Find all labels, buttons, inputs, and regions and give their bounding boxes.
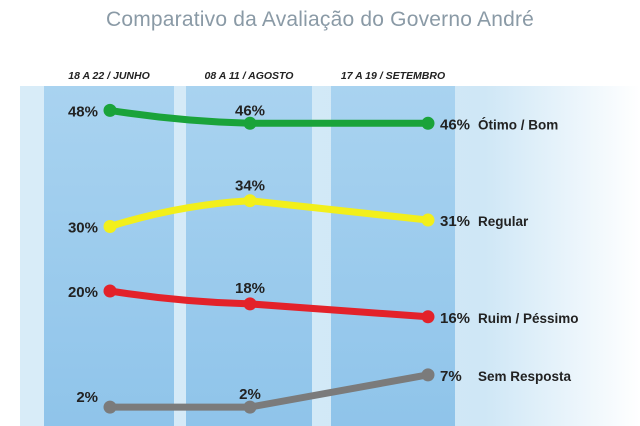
data-label: 34% [235, 178, 265, 195]
data-point-sem-resposta [243, 400, 257, 414]
data-label: 2% [239, 386, 261, 403]
data-label: 30% [68, 220, 98, 237]
data-label: 31% [440, 213, 470, 230]
period-column-0 [44, 86, 174, 426]
data-label: 7% [440, 368, 462, 385]
data-point-regular [421, 213, 435, 227]
period-column-1 [186, 86, 312, 426]
period-header-bg-2 [331, 66, 455, 83]
data-point-ruim-pessimo [243, 297, 257, 311]
data-point-ruim-pessimo [421, 310, 435, 324]
data-point-regular [243, 194, 257, 208]
series-name-ruim-pessimo: Ruim / Péssimo [478, 311, 579, 326]
series-name-sem-resposta: Sem Resposta [478, 369, 572, 384]
category-label: 17 A 19 / SETEMBRO [341, 70, 445, 82]
series-name-otimo-bom: Ótimo / Bom [478, 117, 558, 132]
category-label: 08 A 11 / AGOSTO [205, 70, 294, 82]
data-label: 48% [68, 103, 98, 120]
data-point-otimo-bom [103, 103, 117, 117]
data-point-ruim-pessimo [103, 284, 117, 298]
data-point-sem-resposta [421, 368, 435, 382]
data-label: 46% [235, 102, 265, 119]
data-label: 16% [440, 310, 470, 327]
data-label: 46% [440, 116, 470, 133]
chart-title: Comparativo da Avaliação do Governo Andr… [105, 8, 535, 31]
data-point-otimo-bom [421, 116, 435, 130]
series-name-regular: Regular [478, 214, 529, 229]
category-label: 18 A 22 / JUNHO [68, 70, 150, 82]
data-point-sem-resposta [103, 400, 117, 414]
period-header-bg-1 [186, 66, 312, 83]
data-point-otimo-bom [243, 116, 257, 130]
data-label: 18% [235, 280, 265, 297]
period-header-bg-0 [44, 66, 174, 83]
data-point-regular [103, 220, 117, 233]
data-label: 20% [68, 284, 98, 301]
period-column-2 [331, 86, 455, 426]
data-label: 2% [76, 389, 98, 406]
